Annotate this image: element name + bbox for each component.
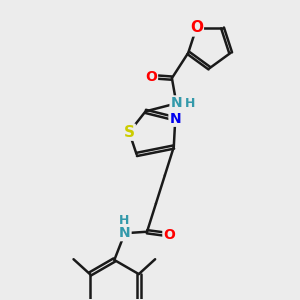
Text: H: H [119,214,129,227]
Text: O: O [145,70,157,84]
Text: N: N [169,112,181,126]
Text: O: O [164,228,175,242]
Text: S: S [124,125,135,140]
Text: N: N [119,226,130,240]
Text: O: O [190,20,203,35]
Text: H: H [184,97,195,110]
Text: N: N [170,96,182,110]
